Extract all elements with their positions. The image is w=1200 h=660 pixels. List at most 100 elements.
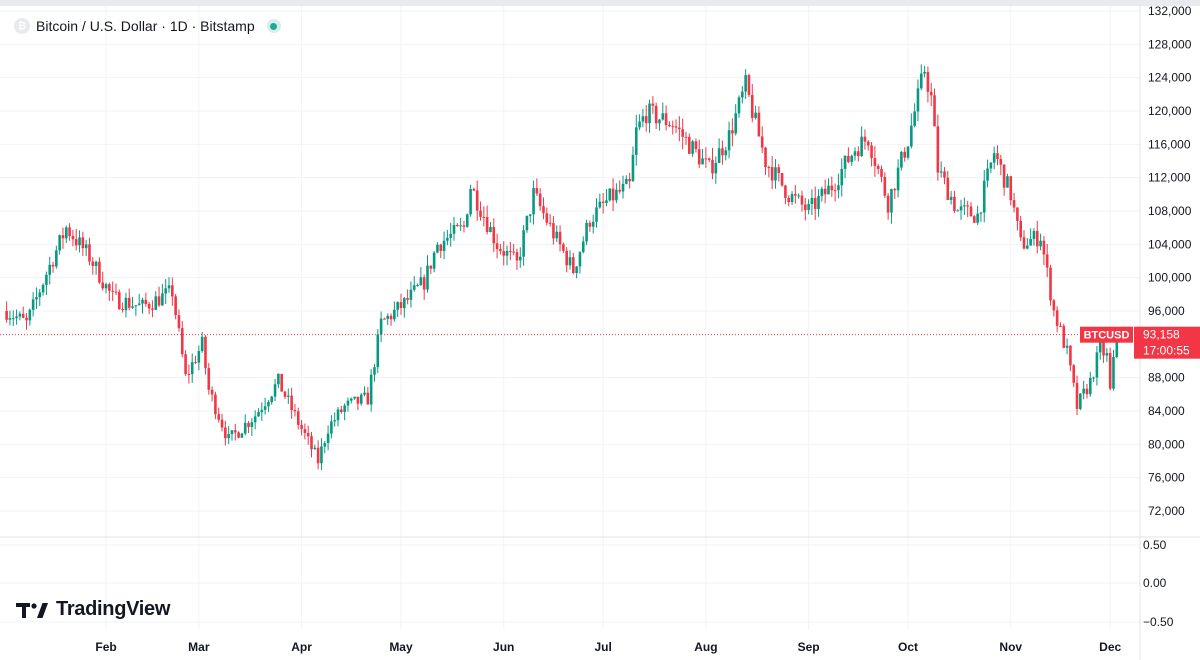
candle (515, 248, 519, 270)
candle-body (800, 195, 804, 205)
candle-body (104, 284, 108, 289)
candle-body (704, 158, 708, 160)
time-tick-label: Nov (999, 640, 1022, 654)
candle (306, 425, 310, 445)
candle (923, 65, 926, 78)
candle (316, 440, 320, 470)
candle-body (552, 223, 555, 239)
candle-body (253, 416, 257, 423)
candle-body (217, 414, 221, 420)
candle (575, 265, 578, 279)
candle (469, 184, 472, 217)
candle (147, 301, 151, 315)
candle (1049, 264, 1052, 306)
candle (866, 140, 870, 151)
candle-body (267, 402, 270, 407)
tradingview-logo[interactable]: TradingView (16, 598, 170, 621)
candle (1009, 175, 1013, 206)
candle-body (697, 149, 701, 165)
candle-body (101, 282, 105, 289)
candle (900, 151, 903, 171)
candle-body (220, 419, 224, 428)
candle-body (837, 185, 840, 191)
candle (190, 353, 194, 383)
candle-body (701, 158, 704, 165)
candle (137, 293, 141, 306)
candle-body (1102, 341, 1105, 356)
candle (880, 165, 883, 183)
candle-body (406, 298, 409, 300)
candle (591, 214, 595, 234)
candle-body (986, 168, 989, 181)
candle-body (727, 130, 731, 151)
candle (833, 183, 837, 202)
candle (757, 106, 761, 137)
symbol-legend[interactable]: ₿ Bitcoin / U.S. Dollar · 1D · Bitstamp (14, 16, 281, 36)
candle-body (770, 167, 774, 181)
candle-body (777, 167, 781, 174)
candle-body (45, 274, 48, 285)
candle-body (81, 237, 85, 249)
candle (658, 118, 661, 131)
price-axis[interactable]: 132,000 128,000 124,000 120,000 116,000 112,0… (1148, 4, 1192, 518)
candle (35, 287, 38, 309)
candle-body (475, 190, 479, 211)
candle-body (419, 277, 423, 286)
candle-body (429, 265, 433, 269)
candle-body (575, 266, 578, 273)
candle (144, 292, 148, 307)
candle (290, 387, 293, 419)
candle-body (118, 292, 121, 310)
candle (121, 302, 124, 313)
time-axis[interactable]: Feb Mar Apr May Jun Jul Aug Sep Oct Nov Dec (95, 640, 1121, 654)
candle-body (681, 129, 684, 137)
indicator-axis[interactable]: 0.50 0.00 −0.50 (1143, 538, 1174, 629)
candle (578, 251, 582, 274)
candle-body (522, 230, 525, 257)
candle-body (1075, 382, 1079, 409)
candle-body (979, 212, 983, 214)
candle-body (323, 443, 327, 447)
candle (1062, 323, 1066, 349)
candle-body (890, 189, 893, 213)
candle-body (1105, 353, 1109, 356)
symbol-title[interactable]: Bitcoin / U.S. Dollar · 1D · Bitstamp (36, 18, 255, 34)
candle-body (15, 316, 18, 319)
candle (409, 281, 413, 308)
candle (240, 432, 244, 438)
candle-body (747, 75, 751, 95)
candle-body (581, 241, 585, 253)
candle (247, 421, 250, 434)
candle (177, 309, 181, 332)
candle (432, 251, 436, 273)
candle-body (74, 239, 78, 246)
price-tick-label: 88,000 (1148, 371, 1185, 385)
candle-body (803, 204, 807, 211)
bar-countdown-label: 17:00:55 (1143, 344, 1190, 358)
candle (601, 192, 605, 214)
candle (134, 305, 138, 316)
candle-body (658, 119, 661, 124)
candle (452, 216, 456, 241)
candle-body (774, 167, 777, 181)
candle (426, 255, 429, 293)
candle (485, 205, 489, 235)
candle-body (303, 429, 307, 433)
candle (200, 332, 204, 353)
market-open-dot-icon[interactable] (266, 19, 281, 33)
time-tick-label: Feb (95, 640, 116, 654)
candle-body (492, 226, 496, 244)
candle-body (1032, 230, 1036, 239)
candle (525, 215, 529, 233)
candle (127, 288, 131, 311)
candle (641, 108, 645, 128)
candle-body (214, 394, 217, 415)
candle (18, 311, 22, 321)
candle (449, 222, 452, 247)
candle-body (966, 205, 969, 207)
candle-body (668, 125, 671, 127)
candle-body (5, 311, 8, 320)
candle (989, 161, 993, 173)
candle (562, 242, 565, 254)
